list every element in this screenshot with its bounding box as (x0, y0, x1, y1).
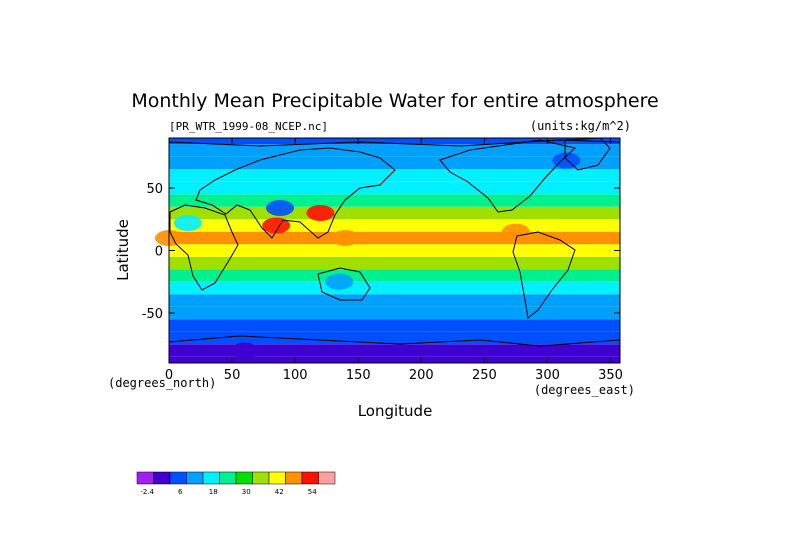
zonal-band (169, 244, 620, 257)
colorbar-swatch (186, 471, 204, 485)
y-tick-label: -50 (142, 307, 163, 322)
hotspot-western-pacific-warm-pool (331, 230, 360, 246)
hotspot-tibetan-plateau (266, 200, 295, 216)
colorbar-label: 6 (178, 488, 183, 496)
y-axis-title: Latitude (114, 219, 132, 281)
colorbar-label: -2.4 (140, 488, 154, 496)
zonal-band (169, 294, 620, 307)
colorbar-label: 42 (275, 488, 284, 496)
x-unit-label: (degrees_east) (534, 383, 635, 397)
colorbar-swatch (252, 471, 270, 485)
x-tick-label: 50 (224, 368, 241, 383)
zonal-band (169, 281, 620, 295)
hotspot-greenland (552, 152, 581, 169)
x-tick-label: 150 (346, 368, 371, 383)
map-plot-area (155, 137, 621, 364)
colorbar-swatch (268, 471, 286, 485)
precipitable-water-field (169, 138, 620, 363)
file-label: [PR_WTR_1999-08_NCEP.nc] (169, 120, 328, 133)
zonal-band (169, 144, 620, 157)
colorbar-swatch (219, 471, 237, 485)
colorbar-label: 54 (308, 488, 317, 496)
colorbar-legend: -2.4 6 18 30 42 54 (136, 471, 336, 496)
zonal-band (169, 331, 620, 345)
zonal-band (169, 219, 620, 232)
zonal-band (169, 356, 620, 363)
zonal-band (169, 269, 620, 282)
zonal-band (169, 306, 620, 320)
zonal-band (169, 156, 620, 170)
x-tick-label: 200 (409, 368, 434, 383)
colorbar-swatch (202, 471, 220, 485)
zonal-band (169, 206, 620, 220)
colorbar-label: 18 (209, 488, 218, 496)
zonal-band (169, 138, 620, 145)
units-label: (units:kg/m^2) (530, 119, 631, 133)
x-tick-label: 350 (598, 368, 623, 383)
colorbar-swatch (301, 471, 319, 485)
zonal-band (169, 319, 620, 332)
zonal-band (169, 181, 620, 195)
zonal-band (169, 256, 620, 270)
x-tick-label: 300 (535, 368, 560, 383)
x-axis: 0 50 100 150 200 250 300 350 (165, 138, 623, 383)
x-tick-label: 250 (472, 368, 497, 383)
colorbar-swatch (285, 471, 303, 485)
colorbar-label: 30 (242, 488, 251, 496)
y-unit-label: (degrees_north) (108, 376, 216, 390)
hotspot-australia-interior (325, 273, 354, 290)
zonal-band (169, 169, 620, 182)
colorbar-swatch (169, 471, 187, 485)
y-axis: -50 0 50 (142, 182, 620, 322)
colorbar-swatch (318, 471, 336, 485)
colorbar-swatch (136, 471, 154, 485)
figure-title: Monthly Mean Precipitable Water for enti… (131, 90, 658, 112)
x-tick-label: 0 (165, 368, 173, 383)
y-tick-label: 0 (155, 245, 163, 260)
hotspot-sahara (173, 215, 202, 231)
hotspot-central-america-caribbean (501, 223, 530, 240)
hotspot-antarctica (230, 342, 259, 359)
y-tick-label: 50 (146, 182, 163, 197)
hotspot-east-china (306, 205, 335, 221)
hotspot-south-asia-bay-of-bengal (262, 217, 291, 234)
colorbar-swatch (153, 471, 171, 485)
x-tick-label: 100 (283, 368, 308, 383)
zonal-band (169, 344, 620, 357)
coastlines (168, 137, 621, 347)
colorbar-swatch (235, 471, 253, 485)
x-axis-title: Longitude (358, 402, 433, 420)
